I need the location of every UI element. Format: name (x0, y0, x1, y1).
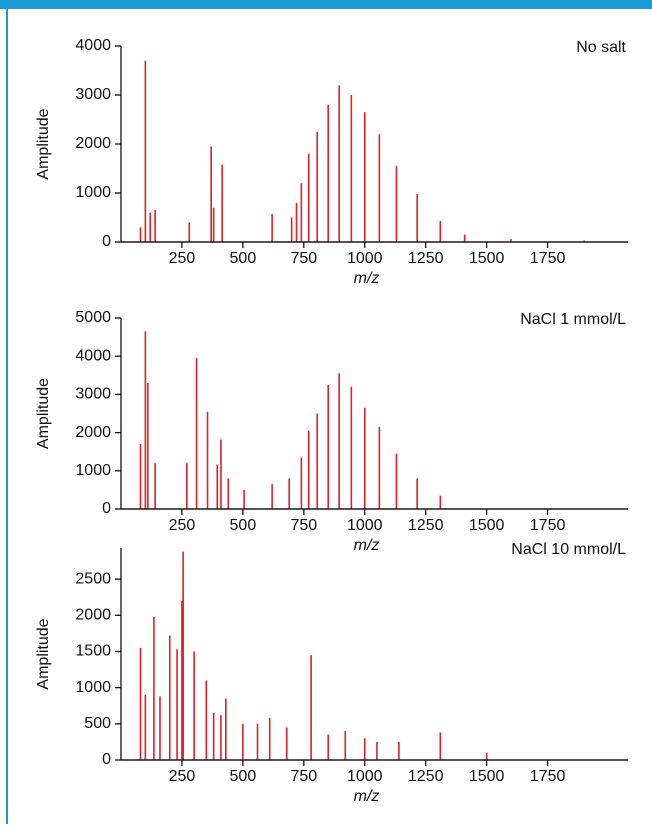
y-tick-label: 3000 (75, 386, 111, 403)
y-axis-label: Amplitude (35, 618, 52, 689)
y-tick-label: 2000 (75, 424, 111, 441)
y-tick-label: 0 (102, 233, 111, 250)
annotation: No salt (576, 39, 626, 56)
x-tick-label: 1250 (408, 250, 444, 267)
y-tick-label: 1500 (75, 643, 111, 660)
y-tick-label: 1000 (75, 679, 111, 696)
annotation: NaCl 10 mmol/L (511, 541, 626, 558)
y-tick-label: 0 (102, 751, 111, 768)
x-tick-label: 1750 (530, 768, 566, 785)
y-tick-label: 2000 (75, 607, 111, 624)
x-tick-label: 1500 (469, 768, 505, 785)
x-tick-label: 1000 (347, 768, 383, 785)
y-tick-label: 1000 (75, 184, 111, 201)
y-tick-label: 1000 (75, 462, 111, 479)
top-bar (0, 0, 652, 9)
left-border (6, 9, 8, 824)
x-tick-label: 1500 (469, 250, 505, 267)
x-tick-label: 250 (169, 768, 196, 785)
y-tick-label: 4000 (75, 37, 111, 54)
x-tick-label: 750 (290, 768, 317, 785)
x-axis-label: m/z (354, 270, 380, 287)
y-axis-label: Amplitude (35, 378, 52, 449)
x-tick-label: 500 (230, 768, 257, 785)
y-tick-label: 3000 (75, 86, 111, 103)
x-tick-label: 1000 (347, 517, 383, 534)
x-tick-label: 750 (290, 250, 317, 267)
x-axis-label: m/z (354, 537, 380, 554)
x-tick-label: 1750 (530, 250, 566, 267)
y-tick-label: 4000 (75, 347, 111, 364)
x-tick-label: 750 (290, 517, 317, 534)
x-tick-label: 1250 (408, 768, 444, 785)
x-tick-label: 500 (230, 517, 257, 534)
x-tick-label: 250 (169, 517, 196, 534)
x-tick-label: 1750 (530, 517, 566, 534)
x-tick-label: 250 (169, 250, 196, 267)
y-tick-label: 2500 (75, 570, 111, 587)
y-tick-label: 500 (84, 715, 111, 732)
x-tick-label: 1000 (347, 250, 383, 267)
x-tick-label: 1250 (408, 517, 444, 534)
y-tick-label: 2000 (75, 135, 111, 152)
x-tick-label: 500 (230, 250, 257, 267)
x-axis-label: m/z (354, 788, 380, 805)
y-tick-label: 0 (102, 500, 111, 517)
x-tick-label: 1500 (469, 517, 505, 534)
annotation: NaCl 1 mmol/L (520, 311, 626, 328)
y-axis-label: Amplitude (35, 108, 52, 179)
y-tick-label: 5000 (75, 309, 111, 326)
